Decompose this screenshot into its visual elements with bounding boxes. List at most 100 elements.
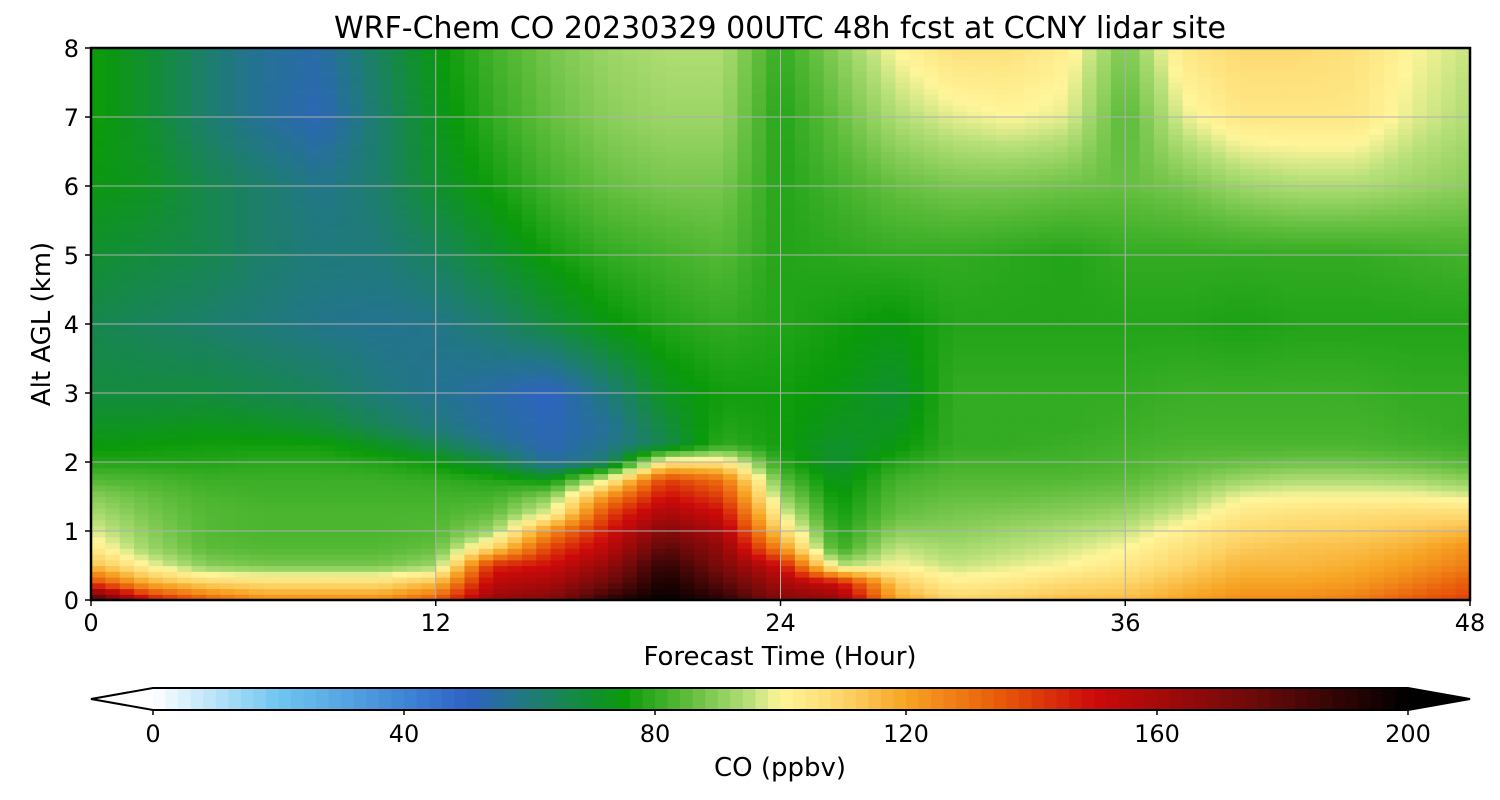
heatmap-cell (493, 416, 509, 423)
heatmap-cell (636, 145, 652, 153)
heatmap-cell (636, 232, 652, 239)
heatmap-cell (536, 111, 552, 118)
heatmap-cell (277, 111, 293, 118)
heatmap-cell (493, 444, 509, 452)
heatmap-cell (277, 398, 293, 406)
heatmap-cell (521, 341, 537, 348)
heatmap-cell (550, 347, 566, 354)
heatmap-cell (694, 364, 710, 371)
heatmap-cell (249, 94, 264, 101)
heatmap-cell (536, 283, 552, 291)
heatmap-cell (220, 203, 236, 210)
heatmap-cell (521, 508, 537, 515)
heatmap-cell (708, 134, 724, 141)
heatmap-cell (665, 76, 681, 84)
heatmap-cell (751, 393, 767, 400)
heatmap-cell (320, 272, 336, 279)
heatmap-cell (91, 479, 106, 486)
heatmap-cell (177, 462, 193, 469)
heatmap-cell (622, 272, 638, 279)
heatmap-cell (493, 439, 509, 446)
heatmap-cell (220, 318, 236, 325)
heatmap-cell (823, 525, 839, 532)
heatmap-cell (349, 559, 365, 567)
heatmap-cell (464, 82, 480, 89)
heatmap-cell (148, 140, 164, 147)
heatmap-cell (421, 214, 437, 222)
heatmap-cell (723, 65, 738, 72)
heatmap-cell (651, 82, 667, 89)
heatmap-cell (593, 53, 609, 61)
heatmap-cell (205, 519, 221, 526)
heatmap-cell (723, 260, 738, 268)
heatmap-cell (177, 151, 193, 158)
heatmap-cell (766, 237, 782, 245)
heatmap-cell (392, 163, 408, 170)
heatmap-cell (751, 347, 767, 354)
heatmap-cell (119, 278, 135, 285)
heatmap-cell (392, 335, 408, 342)
heatmap-cell (220, 99, 236, 107)
heatmap-cell (823, 243, 839, 250)
heatmap-cell (306, 243, 322, 250)
heatmap-cell (91, 243, 106, 250)
heatmap-cell (608, 232, 624, 239)
heatmap-cell (177, 186, 193, 193)
heatmap-cell (220, 387, 236, 394)
heatmap-cell (134, 542, 150, 549)
heatmap-cell (421, 306, 437, 314)
heatmap-cell (162, 168, 178, 176)
heatmap-cell (134, 197, 150, 204)
heatmap-cell (277, 295, 293, 302)
heatmap-cell (809, 128, 825, 135)
heatmap-cell (349, 473, 365, 480)
heatmap-cell (507, 237, 523, 245)
heatmap-cell (521, 266, 537, 273)
heatmap-cell (191, 559, 207, 567)
heatmap-cell (694, 324, 710, 331)
heatmap-cell (565, 473, 580, 480)
heatmap-cell (536, 82, 552, 89)
heatmap-cell (91, 370, 106, 377)
heatmap-cell (608, 318, 624, 325)
heatmap-cell (608, 145, 624, 153)
heatmap-cell (751, 71, 767, 78)
heatmap-cell (234, 358, 250, 365)
heatmap-cell (234, 410, 250, 417)
heatmap-cell (521, 588, 537, 595)
heatmap-cell (220, 174, 236, 181)
heatmap-cell (421, 197, 437, 204)
heatmap-cell (521, 76, 537, 84)
heatmap-cell (148, 525, 164, 532)
heatmap-cell (134, 163, 150, 170)
heatmap-cell (679, 249, 695, 256)
heatmap-cell (593, 324, 609, 331)
heatmap-cell (823, 444, 839, 452)
heatmap-cell (435, 375, 451, 383)
heatmap-cell (249, 232, 264, 239)
heatmap-cell (507, 496, 523, 503)
heatmap-cell (162, 295, 178, 302)
heatmap-cell (608, 335, 624, 342)
heatmap-cell (191, 203, 207, 210)
heatmap-cell (464, 243, 480, 250)
heatmap-cell (349, 594, 365, 600)
heatmap-cell (737, 594, 753, 600)
heatmap-cell (665, 324, 681, 331)
heatmap-cell (521, 99, 537, 107)
heatmap-cell (105, 157, 121, 164)
heatmap-cell (622, 352, 638, 360)
heatmap-cell (622, 565, 638, 572)
heatmap-cell (464, 393, 480, 400)
heatmap-cell (335, 180, 351, 187)
heatmap-cell (220, 548, 236, 555)
heatmap-cell (679, 462, 695, 469)
heatmap-cell (550, 111, 566, 118)
heatmap-cell (392, 289, 408, 296)
heatmap-cell (579, 99, 595, 107)
heatmap-cell (751, 180, 767, 187)
heatmap-cell (737, 519, 753, 526)
heatmap-cell (794, 439, 810, 446)
heatmap-cell (550, 594, 566, 600)
heatmap-cell (636, 237, 652, 245)
